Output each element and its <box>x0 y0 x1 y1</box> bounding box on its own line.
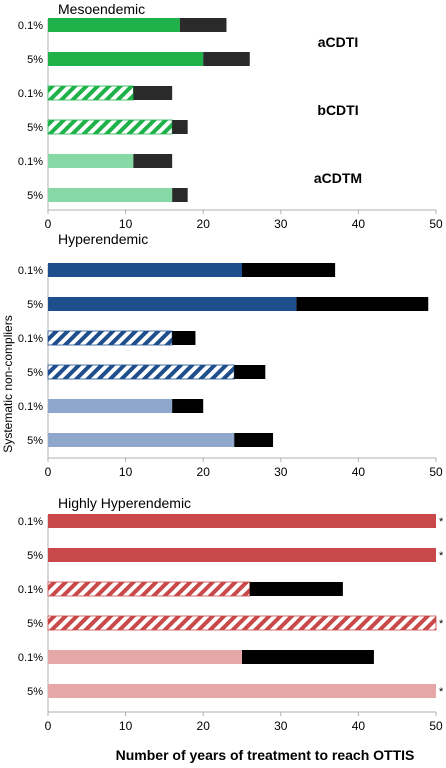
x-tick-label: 20 <box>197 465 211 479</box>
category-label: 0.1% <box>18 401 43 413</box>
bar-base <box>48 399 173 413</box>
category-label: 0.1% <box>18 265 43 277</box>
bar-extra <box>172 331 196 345</box>
x-tick-label: 40 <box>352 719 366 733</box>
category-label: 5% <box>27 550 43 562</box>
x-tick-label: 50 <box>429 719 443 733</box>
category-label: 5% <box>27 190 43 202</box>
category-label: 5% <box>27 686 43 698</box>
bar-extra <box>234 365 266 379</box>
bar-base <box>48 433 235 447</box>
bar-base <box>48 154 134 168</box>
bar-marker: * <box>439 550 444 562</box>
x-tick-label: 0 <box>45 465 52 479</box>
bar-marker: * <box>439 686 444 698</box>
bar-base <box>48 188 173 202</box>
category-label: 5% <box>27 299 43 311</box>
x-tick-label: 0 <box>45 719 52 733</box>
x-tick-label: 40 <box>352 217 366 231</box>
category-label: 0.1% <box>18 156 43 168</box>
bar-base <box>48 120 173 134</box>
category-label: 5% <box>27 367 43 379</box>
bar-base <box>48 365 235 379</box>
bar-base <box>48 263 242 277</box>
x-tick-label: 30 <box>274 465 288 479</box>
bar-extra <box>242 263 336 277</box>
y-axis-label: Systematic non-compliers <box>1 315 15 452</box>
bar-base <box>48 582 250 596</box>
x-tick-label: 30 <box>274 719 288 733</box>
treatment-label: aCDTI <box>318 34 358 50</box>
bar-base <box>48 616 436 630</box>
x-tick-label: 0 <box>45 217 52 231</box>
bar-base <box>48 331 173 345</box>
bar-extra <box>172 120 188 134</box>
treatment-label: bCDTI <box>317 102 358 118</box>
bar-marker: * <box>439 618 444 630</box>
category-label: 0.1% <box>18 516 43 528</box>
bar-extra <box>179 18 227 32</box>
panel-title: Highly Hyperendemic <box>58 495 191 511</box>
x-tick-label: 40 <box>352 465 366 479</box>
category-label: 0.1% <box>18 652 43 664</box>
x-tick-label: 30 <box>274 217 288 231</box>
category-label: 0.1% <box>18 20 43 32</box>
x-tick-label: 10 <box>119 465 133 479</box>
bar-extra <box>133 154 173 168</box>
category-label: 0.1% <box>18 584 43 596</box>
bar-extra <box>249 582 343 596</box>
panel-1: Mesoendemic 0 10 20 30 40 50 0.1% 5% 0.1% 5% 0.1% 5%… <box>18 1 443 231</box>
category-label: 5% <box>27 122 43 134</box>
x-tick-label: 10 <box>119 719 133 733</box>
x-tick-label: 20 <box>197 719 211 733</box>
bar-extra <box>172 399 204 413</box>
bar-base <box>48 52 204 66</box>
x-axis-label: Number of years of treatment to reach OT… <box>116 747 415 763</box>
bar-extra <box>242 650 374 664</box>
bar-extra <box>133 86 173 100</box>
category-label: 0.1% <box>18 333 43 345</box>
x-tick-label: 20 <box>197 217 211 231</box>
category-label: 5% <box>27 618 43 630</box>
bar-base <box>48 18 180 32</box>
bar-base <box>48 514 436 528</box>
category-label: 5% <box>27 435 43 447</box>
bar-base <box>48 548 436 562</box>
bar-base <box>48 86 134 100</box>
category-label: 5% <box>27 54 43 66</box>
bar-base <box>48 650 242 664</box>
panel-title: Hyperendemic <box>58 231 148 247</box>
x-tick-label: 50 <box>429 465 443 479</box>
treatment-label: aCDTM <box>314 170 362 186</box>
x-tick-label: 10 <box>119 217 133 231</box>
bar-marker: * <box>439 516 444 528</box>
bar-extra <box>296 297 429 311</box>
panel-2: Hyperendemic 0 10 20 30 40 50 0.1% 5% 0.1% 5% 0.1% 5… <box>18 231 443 479</box>
bar-extra <box>172 188 188 202</box>
bar-base <box>48 684 436 698</box>
bar-extra <box>203 52 250 66</box>
panel-3: Highly Hyperendemic 0 10 20 30 40 50 0.1% * 5% * 0.… <box>18 495 444 733</box>
panel-title: Mesoendemic <box>58 1 145 17</box>
bar-base <box>48 297 297 311</box>
category-label: 0.1% <box>18 88 43 100</box>
bar-base-outline <box>47 615 437 631</box>
x-tick-label: 50 <box>429 217 443 231</box>
bar-extra <box>234 433 274 447</box>
